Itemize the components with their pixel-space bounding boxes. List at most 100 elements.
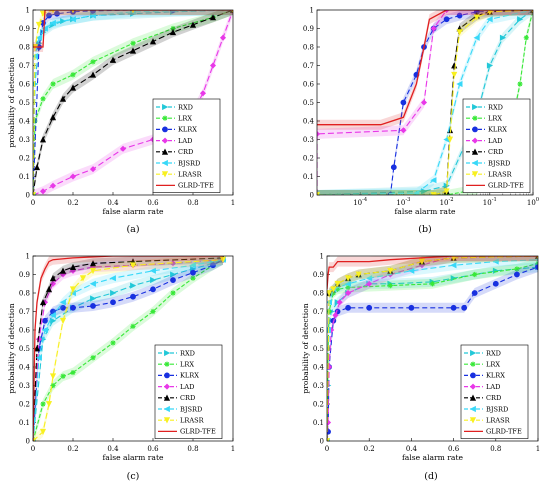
- legend-label: LAD: [486, 383, 500, 391]
- data-point: [446, 136, 454, 143]
- series-band-lrx: [33, 10, 233, 195]
- data-point: [41, 25, 48, 32]
- y-tick-label: 0.3: [313, 382, 324, 390]
- legend-marker: [469, 394, 477, 401]
- data-point: [534, 258, 538, 262]
- y-tick-label: 0.7: [19, 308, 30, 316]
- data-point: [327, 419, 332, 426]
- series-group: [33, 10, 233, 195]
- data-point: [33, 163, 41, 171]
- legend: RXD LRX KLRX LAD CRD BJSRD LRASR GLRD-TFE: [154, 344, 223, 439]
- legend-label: CRD: [488, 148, 503, 156]
- legend: RXD LRX KLRX LAD CRD BJSRD LRASR GLRD-TFE: [462, 98, 531, 193]
- data-point: [79, 275, 87, 282]
- data-point: [41, 326, 48, 334]
- data-point: [472, 271, 478, 278]
- x-tick-label: 10-4: [353, 197, 368, 207]
- data-point: [89, 260, 97, 267]
- data-point: [40, 401, 46, 407]
- y-tick-label: 0.9: [313, 271, 324, 279]
- data-point: [492, 258, 499, 265]
- data-point: [170, 290, 176, 296]
- legend: RXD LRX KLRX LAD CRD BJSRD LRASR GLRD-TFE: [152, 98, 221, 193]
- data-point: [119, 145, 127, 152]
- data-point: [130, 293, 136, 300]
- chart-panels: 0 0.2 0.4 0.6 0.8 1 0 0.1 0.2 0.3 0.4 0.5 0.6 0.7 0.8 0…: [7, 6, 540, 482]
- legend-marker: [164, 349, 171, 357]
- data-point: [473, 34, 480, 41]
- data-point: [130, 323, 136, 329]
- legend-label: LRASR: [486, 417, 511, 425]
- legend-label: RXD: [180, 349, 195, 357]
- y-tick-label: 1: [26, 6, 30, 14]
- legend-label: LAD: [178, 137, 192, 145]
- series-line-bjsrd: [33, 10, 233, 195]
- legend-marker: [161, 137, 169, 144]
- series-line-lrx: [33, 10, 233, 195]
- axes-frame: [326, 255, 539, 442]
- data-point: [70, 369, 76, 376]
- data-point: [39, 428, 47, 436]
- x-tick-label: 0.2: [364, 445, 375, 453]
- data-point: [54, 10, 60, 17]
- x-tick-label: 0: [325, 445, 329, 453]
- series-line-rxd: [33, 259, 224, 441]
- legend-marker: [472, 126, 478, 133]
- y-tick-label: 0.5: [303, 99, 314, 107]
- data-point: [49, 274, 57, 282]
- x-tick-label: 10-1: [483, 197, 497, 207]
- data-point: [90, 295, 97, 302]
- y-tick-label: 0.8: [303, 43, 314, 51]
- y-tick-label: 0.8: [313, 289, 324, 297]
- legend-marker: [163, 405, 170, 413]
- data-point: [89, 71, 97, 78]
- legend-marker: [469, 405, 476, 413]
- legend-marker: [469, 417, 477, 424]
- series-line-lad: [317, 10, 533, 195]
- legend-marker: [471, 171, 479, 178]
- data-point: [89, 267, 97, 275]
- data-point: [130, 40, 136, 46]
- legend-label: BJSRD: [488, 159, 510, 167]
- x-tick-label: 10-2: [440, 197, 454, 207]
- data-point: [461, 304, 468, 311]
- series-line-lrasr: [33, 259, 224, 441]
- y-tick-label: 0.6: [303, 80, 315, 88]
- legend-label: BJSRD: [180, 405, 202, 413]
- data-point: [49, 312, 56, 319]
- data-point: [517, 81, 523, 87]
- y-tick-label: 0.1: [19, 419, 30, 427]
- legend-marker: [163, 383, 171, 390]
- data-point: [90, 10, 96, 14]
- data-point: [190, 269, 196, 276]
- data-point: [69, 286, 77, 293]
- legend-marker: [162, 126, 168, 133]
- data-point: [69, 173, 77, 180]
- data-point: [170, 25, 176, 32]
- panel-caption: (a): [126, 224, 139, 235]
- legend-marker: [163, 394, 171, 401]
- y-tick-label: 0.9: [19, 271, 30, 279]
- data-point: [33, 345, 41, 352]
- data-point: [35, 34, 42, 41]
- data-point: [40, 96, 46, 102]
- data-point: [327, 438, 331, 441]
- data-point: [199, 90, 207, 97]
- data-point: [366, 280, 373, 287]
- series-group: [327, 256, 538, 441]
- data-point: [517, 16, 524, 23]
- legend-label: LAD: [180, 383, 194, 391]
- y-tick-label: 1: [310, 6, 314, 14]
- legend-marker: [471, 159, 478, 167]
- legend-marker: [161, 159, 168, 167]
- data-point: [89, 12, 96, 19]
- data-point: [219, 256, 227, 263]
- data-point: [486, 62, 494, 69]
- y-tick-label: 0.4: [303, 117, 315, 125]
- data-point: [49, 373, 57, 380]
- data-point: [110, 299, 116, 306]
- data-point: [189, 262, 196, 269]
- axes-frame: [316, 9, 534, 196]
- data-point: [471, 290, 478, 296]
- data-point: [110, 340, 116, 346]
